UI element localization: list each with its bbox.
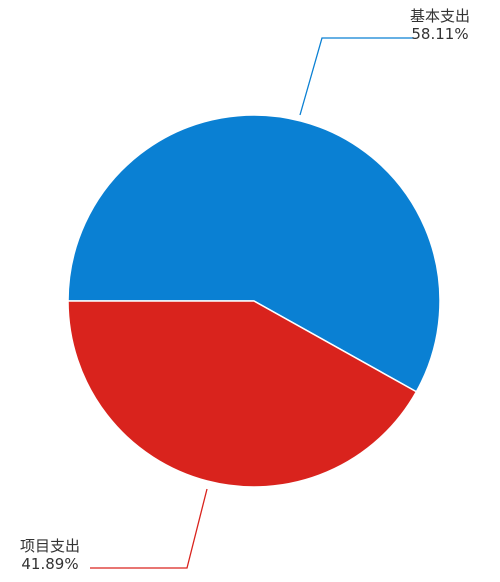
percent-label-basic-expenditure: 58.11% — [411, 25, 468, 43]
leader-line-project-expenditure — [90, 488, 208, 569]
pie-slice-project-expenditure — [67, 300, 418, 488]
slices-layer — [67, 114, 441, 488]
percent-label-project-expenditure: 41.89% — [21, 555, 78, 573]
leader-line-basic-expenditure — [299, 37, 414, 116]
legend-label-project-expenditure: 项目支出 — [20, 537, 80, 555]
callouts-layer: 基本支出 58.11% 项目支出 41.89% — [20, 7, 470, 573]
pie-slice-basic-expenditure — [67, 114, 441, 393]
legend-label-basic-expenditure: 基本支出 — [410, 7, 470, 25]
